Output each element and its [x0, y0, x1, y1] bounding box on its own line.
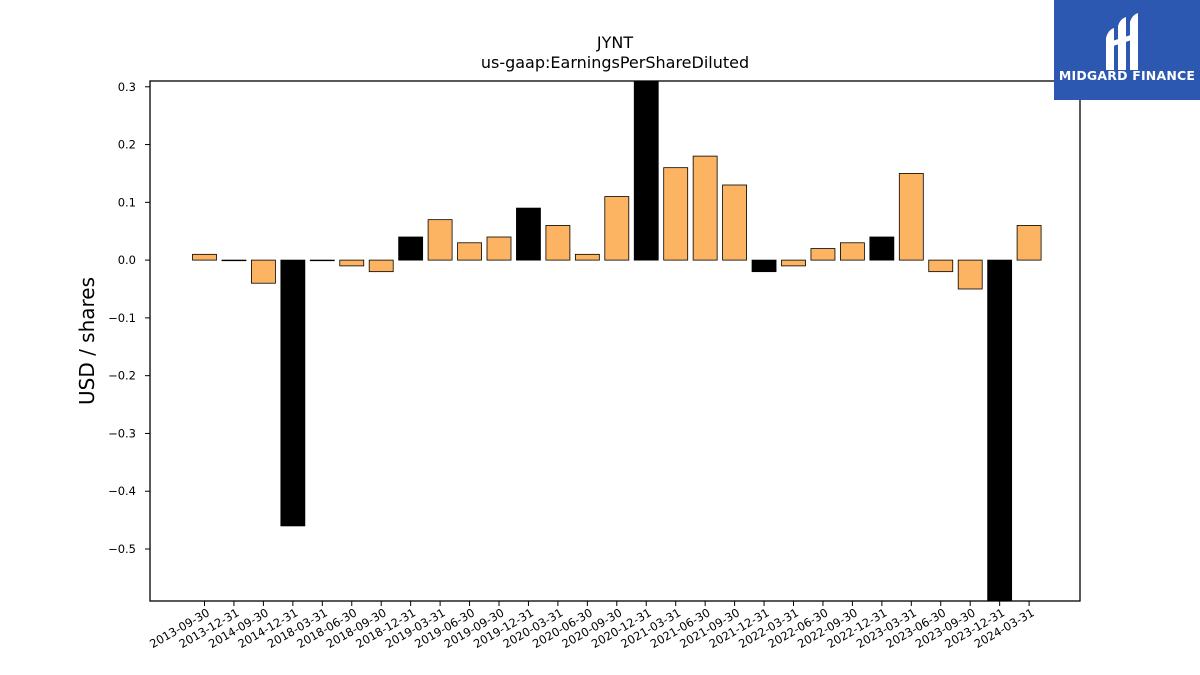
bar-2022-03-31	[781, 259, 806, 267]
bar-2021-09-30	[722, 184, 747, 261]
y-tick-label: −0.4	[108, 484, 136, 498]
x-axis: 2013-09-302013-12-312014-09-302014-12-31…	[147, 601, 1037, 651]
bar-2023-03-31	[898, 173, 924, 261]
chart-subtitle: us-gaap:EarningsPerShareDiluted	[481, 53, 749, 72]
logo-text: MIDGARD FINANCE	[1058, 68, 1196, 83]
bar-2020-03-31	[545, 225, 571, 261]
bar-2021-03-31	[663, 167, 689, 261]
bar-2019-06-30	[457, 242, 482, 261]
bar-2018-12-31	[398, 236, 424, 261]
bar-2018-06-30	[339, 259, 365, 267]
bar-2019-09-30	[486, 236, 512, 261]
bar-2020-09-30	[604, 196, 630, 261]
y-tick-label: −0.2	[108, 369, 136, 383]
chart-title: JYNT	[596, 33, 633, 52]
midgard-logo-icon	[1054, 0, 1200, 100]
plot-frame	[149, 80, 1081, 602]
bar-2018-03-31	[309, 259, 335, 262]
bar-2019-12-31	[516, 207, 541, 261]
y-tick-label: 0.3	[118, 80, 136, 94]
y-tick-label: −0.3	[108, 426, 136, 440]
bar-2014-09-30	[250, 259, 276, 284]
bar-2020-06-30	[574, 253, 600, 261]
bar-2021-06-30	[692, 155, 718, 261]
y-tick-label: −0.5	[108, 542, 136, 556]
bar-2020-12-31	[633, 80, 659, 261]
bar-group	[192, 80, 1042, 602]
bar-2022-12-31	[869, 236, 895, 261]
y-tick-label: 0.1	[118, 195, 136, 209]
y-tick-label: −0.1	[108, 311, 136, 325]
y-axis-label: USD / shares	[75, 277, 99, 405]
bar-2013-12-31	[221, 259, 247, 262]
bar-2014-12-31	[280, 259, 306, 527]
bar-2023-09-30	[957, 259, 983, 290]
bar-2021-12-31	[751, 259, 777, 273]
bar-2013-09-30	[192, 253, 217, 261]
y-axis: 0.3 0.2 0.1 0.0 −0.1 −0.2 −0.3 −0.4 −0.5	[108, 80, 150, 556]
bar-2018-09-30	[368, 259, 394, 273]
y-tick-label: 0.2	[118, 138, 136, 152]
bar-2019-03-31	[427, 219, 453, 261]
bar-2022-09-30	[840, 242, 865, 261]
bar-2024-03-31	[1016, 225, 1042, 261]
bar-2022-06-30	[810, 248, 836, 261]
midgard-finance-logo: MIDGARD FINANCE	[1054, 0, 1200, 100]
bar-2023-12-31	[987, 259, 1013, 602]
bar-2023-06-30	[928, 259, 954, 273]
y-tick-label: 0.0	[118, 253, 136, 267]
